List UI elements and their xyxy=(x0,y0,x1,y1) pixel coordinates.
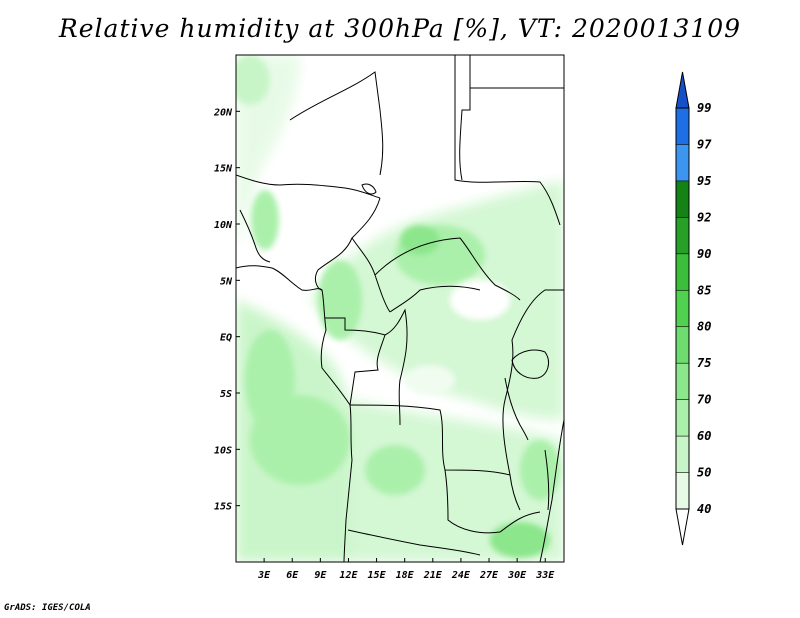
border xyxy=(289,71,384,176)
colorbar-level-label: 99 xyxy=(697,101,711,115)
map-frame xyxy=(235,54,565,563)
colorbar-level-label: 92 xyxy=(697,210,711,224)
lake-tanganyika xyxy=(504,377,529,441)
colorbar-level-label: 75 xyxy=(697,356,711,370)
border xyxy=(236,174,381,199)
lake-victoria xyxy=(511,349,549,379)
humidity-patch xyxy=(236,55,270,105)
border xyxy=(444,469,541,534)
humidity-region-ne xyxy=(440,55,564,200)
lon-tick-label: 18E xyxy=(396,570,415,581)
lat-tick-label: 10N xyxy=(214,220,233,231)
humidity-patch xyxy=(520,440,560,500)
colorbar-bin xyxy=(676,399,689,437)
colorbar-level-label: 70 xyxy=(697,393,711,407)
colorbar-bin xyxy=(676,472,689,509)
humidity-region-south xyxy=(350,400,564,562)
coastline-west-africa xyxy=(236,265,353,562)
lat-tick-label: 5S xyxy=(220,389,232,400)
colorbar-bin xyxy=(676,108,689,145)
colorbar-bin xyxy=(675,71,690,109)
colorbar-bin xyxy=(676,180,689,218)
humidity-shading xyxy=(236,55,564,562)
border xyxy=(374,237,521,301)
humidity-patch xyxy=(245,330,295,430)
lake-malawi xyxy=(544,449,550,511)
lake-chad xyxy=(361,183,377,195)
border xyxy=(349,404,521,511)
colorbar-bin xyxy=(676,363,689,400)
border xyxy=(459,55,471,181)
border xyxy=(389,285,481,313)
lon-tick-label: 27E xyxy=(479,570,499,581)
border xyxy=(347,529,481,556)
lon-tick-label: 15E xyxy=(368,570,387,581)
colorbar-level-label: 80 xyxy=(697,320,711,334)
lon-tick-label: 9E xyxy=(314,570,327,581)
lon-tick-label: 6E xyxy=(286,570,299,581)
colorbar-level-label: 60 xyxy=(697,429,711,443)
humidity-patch xyxy=(365,445,425,495)
colorbar-level-label: 90 xyxy=(697,247,711,261)
humidity-patch xyxy=(400,225,440,255)
colorbar-legend: 40 50 60 70 75 80 85 90 92 95 97 99 xyxy=(675,71,712,546)
colorbar-bin xyxy=(675,508,690,546)
lat-tick-label: EQ xyxy=(220,333,232,344)
border xyxy=(454,55,561,226)
humidity-patch xyxy=(251,190,279,250)
lat-tick-label: 20N xyxy=(213,107,233,118)
border xyxy=(384,308,408,426)
colorbar-bin xyxy=(676,326,689,364)
country-borders xyxy=(236,55,564,562)
lat-tick-label: 10S xyxy=(214,445,232,456)
lon-tick-label: 12E xyxy=(339,570,358,581)
border xyxy=(315,197,381,291)
colorbar-bin xyxy=(676,144,689,181)
lon-tick-label: 24E xyxy=(451,570,471,581)
humidity-patch xyxy=(490,522,550,558)
humidity-patch xyxy=(450,280,510,320)
lat-tick-label: 15N xyxy=(214,164,233,175)
humidity-region-band xyxy=(310,180,564,420)
lon-tick-label: 21E xyxy=(423,570,443,581)
lon-tick-label: 33E xyxy=(535,570,555,581)
credit-label: GrADS: IGES/COLA xyxy=(4,603,91,613)
colorbar-bin xyxy=(676,217,689,254)
humidity-patch xyxy=(405,365,455,395)
lat-tick-label: 15S xyxy=(214,502,232,513)
border xyxy=(502,289,564,476)
colorbar-bin xyxy=(676,436,689,473)
humidity-patch xyxy=(318,260,362,340)
map-title: Relative humidity at 300hPa [%], VT: 202… xyxy=(58,14,742,43)
latitude-axis: 20N 15N 10N 5N EQ 5S 10S 15S xyxy=(213,107,240,513)
colorbar-bin xyxy=(676,253,689,291)
colorbar-bin xyxy=(676,290,689,327)
longitude-axis: 3E 6E 9E 12E 15E 18E 21E 24E 27E 30E 33E xyxy=(257,558,555,581)
colorbar-level-label: 50 xyxy=(697,466,711,480)
coastline-east xyxy=(539,419,564,562)
colorbar-level-label: 95 xyxy=(697,174,711,188)
colorbar-level-label: 40 xyxy=(697,502,711,516)
lon-tick-label: 3E xyxy=(257,570,271,581)
border xyxy=(239,209,271,263)
lon-tick-label: 30E xyxy=(507,570,527,581)
colorbar-level-label: 97 xyxy=(697,137,712,151)
colorbar-level-label: 85 xyxy=(697,283,711,297)
lat-tick-label: 5N xyxy=(220,276,233,287)
